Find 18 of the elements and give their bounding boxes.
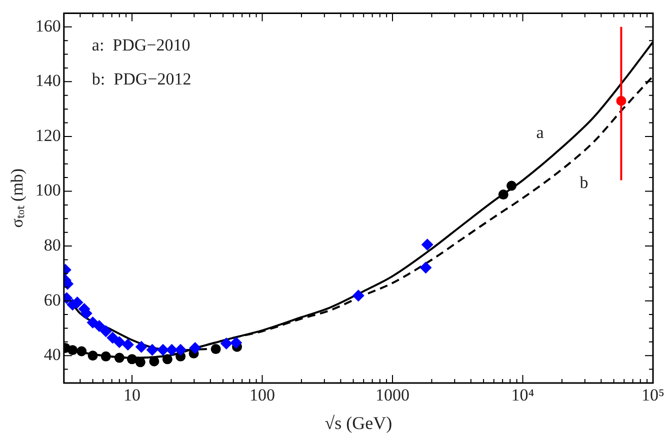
y-tick-label: 80	[44, 236, 61, 255]
annotation: a: PDG−2010	[92, 36, 190, 55]
x-tick-label: 10⁴	[511, 386, 534, 405]
series-label: b	[580, 172, 588, 192]
y-tick-label: 140	[35, 71, 61, 90]
annotation: b: PDG−2012	[92, 70, 192, 89]
y-axis-title: σₜₒₜ (mb)	[8, 168, 27, 228]
y-tick-label: 160	[35, 16, 61, 36]
y-tick-label: 40	[44, 345, 61, 364]
series-label: a	[536, 122, 544, 142]
x-tick-label: 100	[250, 386, 276, 405]
x-tick-label: 10⁵	[642, 386, 665, 405]
x-tick-label: 10	[124, 386, 141, 405]
y-tick-label: 100	[35, 180, 61, 200]
y-tick-label: 120	[35, 126, 61, 145]
y-tick-label: 60	[44, 290, 61, 310]
x-tick-label: 1000	[376, 386, 410, 405]
x-axis-title: √s (GeV)	[324, 412, 392, 433]
